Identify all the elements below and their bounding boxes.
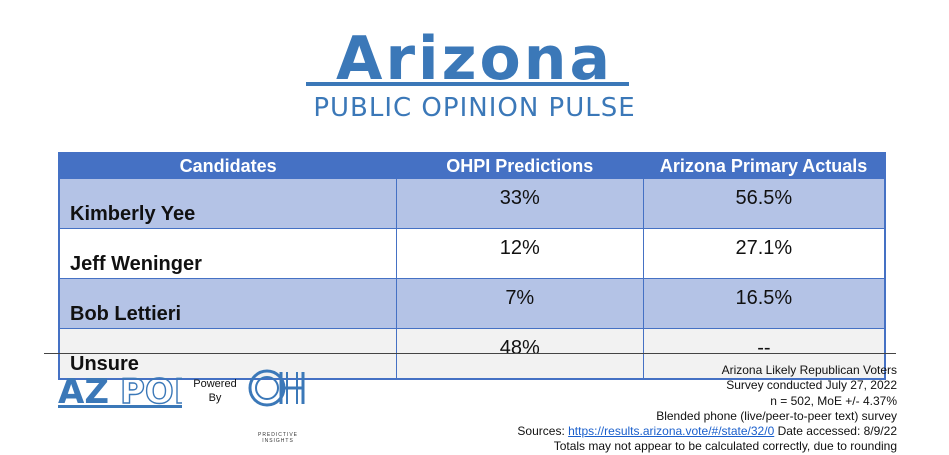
note-sample-size: n = 502, MoE +/- 4.37% [770, 393, 897, 408]
oh-logo-caption: PREDICTIVE INSIGHTS [257, 432, 298, 444]
candidate-name: Kimberly Yee [58, 178, 397, 229]
note-rounding: Totals may not appear to be calculated c… [553, 439, 897, 454]
prediction-value: 33% [395, 178, 644, 229]
survey-notes: Arizona Likely Republican Voters Survey … [397, 363, 897, 455]
table-row: Bob Lettieri 7% 16.5% [58, 278, 886, 329]
table-header-row: Candidates OHPI Predictions Arizona Prim… [59, 153, 885, 179]
table-row: Jeff Weninger 12% 27.1% [58, 228, 886, 279]
footer-divider [44, 353, 896, 354]
powered-by-label: Powered By [193, 378, 237, 404]
actual-value: 27.1% [642, 228, 886, 279]
prediction-value: 7% [395, 278, 644, 329]
note-survey-date: Survey conducted July 27, 2022 [726, 378, 897, 393]
sources-label: Sources: [517, 424, 569, 439]
sources-link[interactable]: https://results.arizona.vote/#/state/32/… [568, 424, 775, 439]
azpop-logo-underline [58, 405, 182, 408]
actual-value: 56.5% [642, 178, 886, 229]
page-subtitle: PUBLIC OPINION PULSE [313, 93, 636, 123]
oh-logo [248, 369, 305, 407]
results-table: Candidates OHPI Predictions Arizona Prim… [58, 152, 886, 380]
actual-value: 16.5% [642, 278, 886, 329]
table-row: Kimberly Yee 33% 56.5% [58, 178, 886, 229]
candidate-name: Jeff Weninger [58, 228, 397, 279]
note-sources: Sources: https://results.arizona.vote/#/… [397, 424, 897, 439]
azpop-logo-az: AZ [58, 372, 109, 408]
prediction-value: 12% [395, 228, 644, 279]
column-header-candidates: Candidates [59, 153, 397, 179]
azpop-logo-pop: POP [120, 372, 182, 408]
note-method: Blended phone (live/peer-to-peer text) s… [656, 408, 897, 423]
title-underline [306, 82, 629, 86]
note-population: Arizona Likely Republican Voters [721, 363, 897, 377]
candidate-name: Bob Lettieri [58, 278, 397, 329]
date-accessed: Date accessed: 8/9/22 [774, 424, 897, 439]
column-header-actuals: Arizona Primary Actuals [643, 153, 885, 179]
azpop-logo: AZ POP [58, 372, 182, 408]
column-header-predictions: OHPI Predictions [396, 153, 644, 179]
